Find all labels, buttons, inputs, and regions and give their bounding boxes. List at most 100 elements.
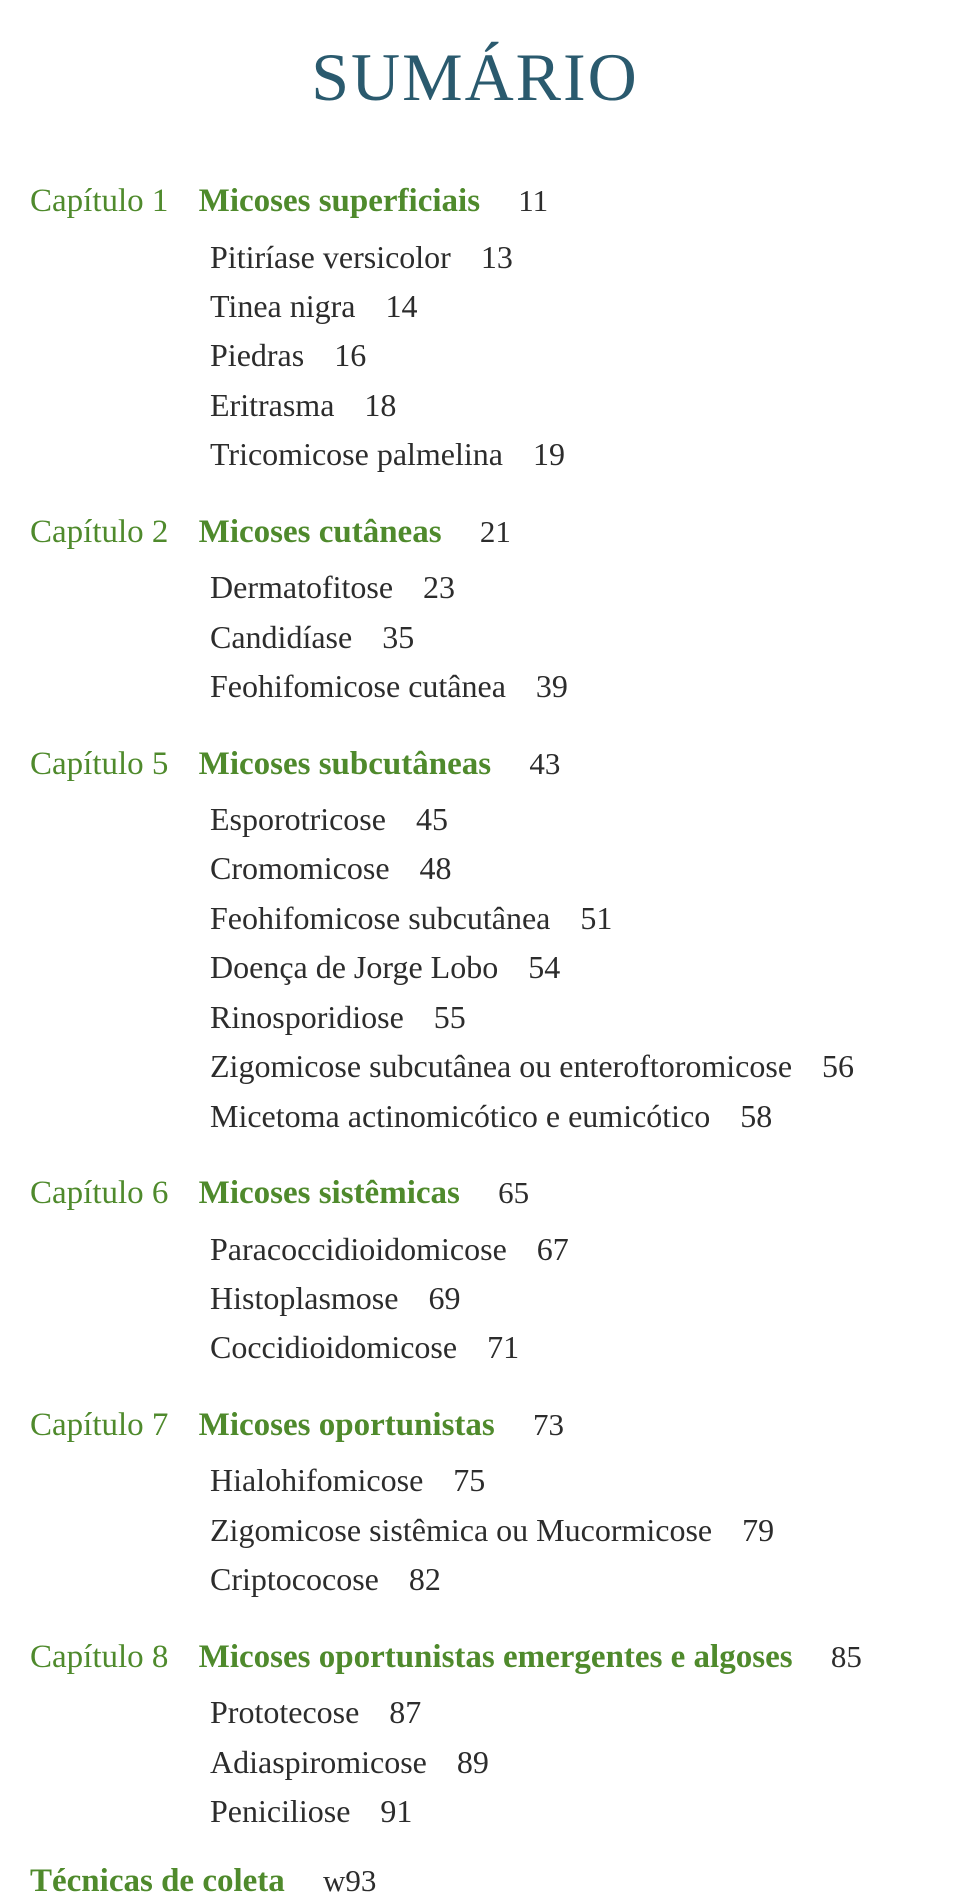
toc-sub-item: Pitiríase versicolor 13 [210, 235, 920, 280]
sub-page: 23 [423, 569, 455, 605]
chapter-page: 65 [498, 1175, 529, 1210]
chapter-label: Capítulo [30, 746, 144, 782]
sub-label: Esporotricose [210, 801, 386, 837]
chapter-label: Capítulo [30, 1175, 144, 1211]
sub-page: 82 [409, 1561, 441, 1597]
sub-page: 48 [420, 850, 452, 886]
sub-page: 71 [487, 1329, 519, 1365]
chapter-number: 8 [152, 1639, 169, 1675]
sub-label: Peniciliose [210, 1793, 350, 1829]
sub-page: 89 [457, 1744, 489, 1780]
sub-page: 56 [822, 1048, 854, 1084]
sub-label: Pitiríase versicolor [210, 239, 451, 275]
sub-label: Candidíase [210, 619, 352, 655]
toc-sub-item: Coccidioidomicose 71 [210, 1325, 920, 1370]
section-row: Técnicas de coleta w93 [30, 1863, 920, 1900]
chapter-number: 2 [152, 514, 169, 550]
sub-page: 69 [428, 1280, 460, 1316]
toc-page: SUMÁRIO Capítulo 1 Micoses superficiais … [0, 0, 960, 1689]
sub-label: Zigomicose subcutânea ou enteroftoromico… [210, 1048, 792, 1084]
sub-label: Piedras [210, 337, 304, 373]
sub-label: Rinosporidiose [210, 999, 404, 1035]
toc-sub-item: Zigomicose sistêmica ou Mucormicose79 [210, 1508, 920, 1553]
page-title: SUMÁRIO [30, 38, 920, 117]
sub-label: Paracoccidioidomicose [210, 1231, 507, 1267]
chapter-number: 5 [152, 746, 169, 782]
sub-page: 35 [382, 619, 414, 655]
sub-page: 58 [740, 1098, 772, 1134]
sub-label: Zigomicose sistêmica ou Mucormicose [210, 1512, 712, 1548]
sub-label: Eritrasma [210, 387, 334, 423]
toc-sub-item: Prototecose 87 [210, 1690, 920, 1735]
toc-sub-item: Feohifomicose subcutânea 51 [210, 896, 920, 941]
sub-label: Histoplasmose [210, 1280, 398, 1316]
chapter-title: Micoses oportunistas emergentes e algose… [199, 1639, 793, 1675]
sub-label: Feohifomicose cutânea [210, 668, 506, 704]
sub-label: Tinea nigra [210, 288, 355, 324]
toc-sub-item: Zigomicose subcutânea ou enteroftoromico… [210, 1044, 920, 1089]
chapter-title: Micoses cutâneas [199, 514, 442, 550]
sub-page: 54 [528, 949, 560, 985]
sub-label: Coccidioidomicose [210, 1329, 457, 1365]
toc-sub-item: Esporotricose 45 [210, 797, 920, 842]
toc-sub-item: Piedras 16 [210, 333, 920, 378]
chapter-row: Capítulo 5 Micoses subcutâneas 43 [30, 740, 920, 790]
toc-sub-item: Rinosporidiose 55 [210, 995, 920, 1040]
chapter-row: Capítulo 7 Micoses oportunistas 73 [30, 1401, 920, 1451]
toc-sub-item: Doença de Jorge Lobo 54 [210, 945, 920, 990]
toc-sub-item: Adiaspiromicose 89 [210, 1740, 920, 1785]
chapter-label: Capítulo [30, 1407, 144, 1443]
sub-label: Hialohifomicose [210, 1462, 423, 1498]
sub-page: 75 [453, 1462, 485, 1498]
sub-page: 39 [536, 668, 568, 704]
sub-page: 18 [364, 387, 396, 423]
section-title: Técnicas de coleta [30, 1863, 285, 1899]
sub-label: Micetoma actinomicótico e eumicótico [210, 1098, 710, 1134]
chapter-number: 1 [152, 183, 169, 219]
sub-label: Doença de Jorge Lobo [210, 949, 498, 985]
toc-sub-item: Dermatofitose 23 [210, 565, 920, 610]
sub-page: 45 [416, 801, 448, 837]
chapter-number: 7 [152, 1407, 169, 1443]
sub-label: Feohifomicose subcutânea [210, 900, 550, 936]
toc-sub-item: Peniciliose 91 [210, 1789, 920, 1834]
chapter-number: 6 [152, 1175, 169, 1211]
sub-page: 14 [385, 288, 417, 324]
sub-label: Criptococose [210, 1561, 379, 1597]
toc-sub-item: Candidíase 35 [210, 615, 920, 660]
section-page: w93 [323, 1863, 376, 1898]
toc-sub-item: Tricomicose palmelina 19 [210, 432, 920, 477]
chapter-page: 21 [480, 514, 511, 549]
sub-page: 13 [481, 239, 513, 275]
sub-page: 55 [434, 999, 466, 1035]
toc-sub-item: Feohifomicose cutânea 39 [210, 664, 920, 709]
sub-page: 91 [380, 1793, 412, 1829]
chapter-title: Micoses superficiais [199, 183, 480, 219]
sub-label: Tricomicose palmelina [210, 436, 503, 472]
chapter-row: Capítulo 6 Micoses sistêmicas 65 [30, 1169, 920, 1219]
sub-page: 19 [533, 436, 565, 472]
toc-sub-item: Cromomicose 48 [210, 846, 920, 891]
chapter-page: 11 [518, 183, 548, 218]
chapter-page: 73 [533, 1407, 564, 1442]
sub-label: Dermatofitose [210, 569, 393, 605]
chapter-title: Micoses sistêmicas [199, 1175, 460, 1211]
sub-page: 16 [334, 337, 366, 373]
sub-label: Cromomicose [210, 850, 390, 886]
sub-page: 87 [389, 1694, 421, 1730]
toc-sub-item: Eritrasma 18 [210, 383, 920, 428]
chapter-title: Micoses subcutâneas [199, 746, 491, 782]
toc-sub-item: Criptococose 82 [210, 1557, 920, 1602]
sub-label: Adiaspiromicose [210, 1744, 427, 1780]
sub-page: 51 [580, 900, 612, 936]
chapter-page: 85 [831, 1639, 862, 1674]
toc-sub-item: Micetoma actinomicótico e eumicótico 58 [210, 1094, 920, 1139]
toc-sub-item: Paracoccidioidomicose 67 [210, 1227, 920, 1272]
chapter-row: Capítulo 2 Micoses cutâneas 21 [30, 508, 920, 558]
chapter-label: Capítulo [30, 1639, 144, 1675]
sub-page: 67 [537, 1231, 569, 1267]
chapter-row: Capítulo 1 Micoses superficiais 11 [30, 177, 920, 227]
sub-label: Prototecose [210, 1694, 359, 1730]
chapter-row: Capítulo 8 Micoses oportunistas emergent… [30, 1633, 920, 1683]
chapter-title: Micoses oportunistas [199, 1407, 495, 1443]
